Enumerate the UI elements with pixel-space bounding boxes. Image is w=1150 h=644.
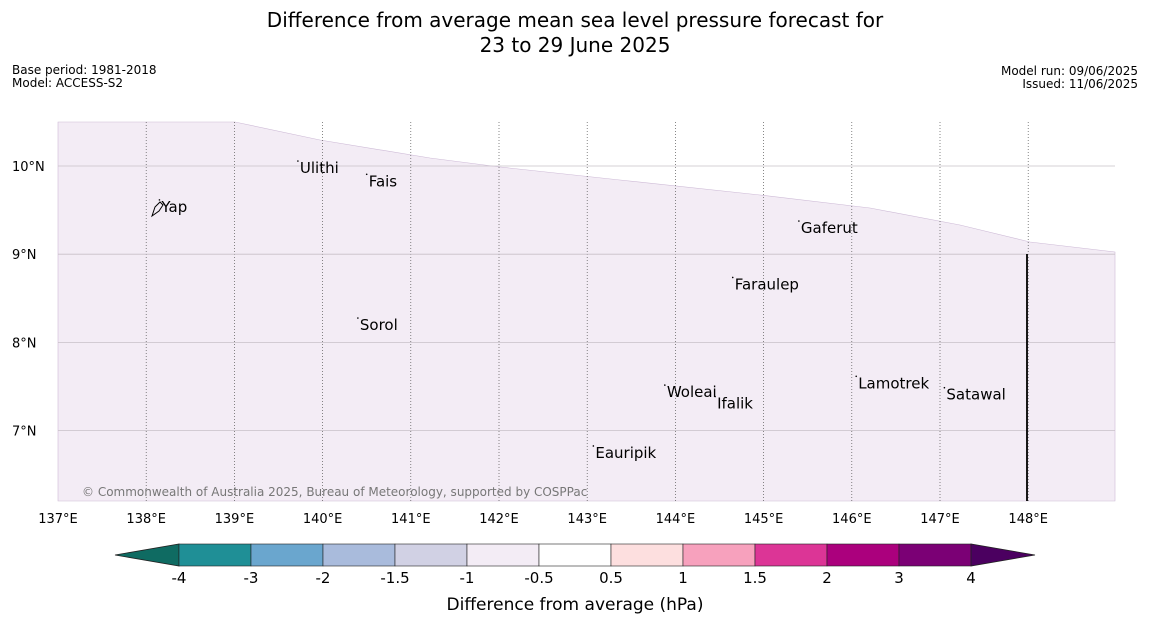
meta-left: Base period: 1981-2018 Model: ACCESS-S2 bbox=[12, 64, 157, 90]
longitude-tick-label: 147°E bbox=[920, 512, 960, 527]
latitude-labels: 10°N 9°N 8°N 7°N bbox=[12, 160, 45, 440]
colorbar-tick-label: 0.5 bbox=[599, 569, 623, 587]
colorbar-box bbox=[322, 543, 396, 567]
longitude-tick-label: 143°E bbox=[567, 512, 607, 527]
copyright-notice: © Commonwealth of Australia 2025, Bureau… bbox=[82, 485, 587, 499]
place-label: Gaferut bbox=[801, 219, 858, 237]
place-label: Yap bbox=[160, 198, 187, 216]
longitude-tick-label: 148°E bbox=[1008, 512, 1048, 527]
place-label: Ulithi bbox=[300, 159, 339, 177]
longitude-tick-label: 142°E bbox=[479, 512, 519, 527]
island-marker bbox=[731, 276, 734, 279]
colorbar-tick-label: -1 bbox=[460, 569, 475, 587]
island-marker bbox=[943, 386, 946, 389]
colorbar-box bbox=[466, 543, 540, 567]
place-label: Satawal bbox=[946, 386, 1005, 404]
colorbar-tick-label: -0.5 bbox=[524, 569, 553, 587]
colorbar-extend-high bbox=[970, 543, 1036, 567]
graticule bbox=[58, 122, 1115, 501]
longitude-tick-label: 146°E bbox=[832, 512, 872, 527]
island-marker bbox=[357, 317, 359, 319]
issued-date: Issued: 11/06/2025 bbox=[1022, 77, 1138, 91]
model-name: Model: ACCESS-S2 bbox=[12, 76, 124, 90]
longitude-tick-label: 138°E bbox=[126, 512, 166, 527]
base-period: Base period: 1981-2018 bbox=[12, 63, 157, 77]
longitude-tick-label: 145°E bbox=[744, 512, 784, 527]
place-label: Woleai bbox=[667, 383, 717, 401]
colorbar: -4 -3 -2 -1.5 -1 -0.5 0.5 1 1.5 2 3 4 bbox=[114, 543, 1036, 587]
longitude-labels: 137°E 138°E 139°E 140°E 141°E 142°E 143°E 144°E… bbox=[38, 512, 1048, 527]
colorbar-box bbox=[250, 543, 324, 567]
island-marker bbox=[855, 375, 858, 378]
title-line-2: 23 to 29 June 2025 bbox=[479, 33, 671, 57]
colorbar-tick-label: 4 bbox=[966, 569, 976, 587]
island-marker bbox=[297, 160, 299, 162]
map-area: Yap Ulithi Fais Gaferut Faraulep Sorol WoleaiI… bbox=[12, 121, 1116, 527]
latitude-tick-label: 9°N bbox=[12, 248, 37, 263]
colorbar-box bbox=[682, 543, 756, 567]
island-marker bbox=[158, 199, 161, 201]
place-label: Fais bbox=[369, 172, 398, 190]
place-label: Lamotrek bbox=[858, 374, 929, 392]
island-marker bbox=[798, 220, 800, 222]
longitude-tick-label: 139°E bbox=[215, 512, 255, 527]
colorbar-label: Difference from average (hPa) bbox=[447, 595, 704, 615]
meta-right: Model run: 09/06/2025 Issued: 11/06/2025 bbox=[1001, 65, 1138, 91]
place-labels: Yap Ulithi Fais Gaferut Faraulep Sorol WoleaiI… bbox=[158, 159, 1006, 462]
island-marker bbox=[714, 395, 716, 398]
colorbar-extend-low bbox=[114, 543, 180, 567]
colorbar-box bbox=[898, 543, 972, 567]
title-line-1: Difference from average mean sea level p… bbox=[266, 8, 884, 32]
colorbar-tick-label: -1.5 bbox=[380, 569, 409, 587]
island-marker bbox=[664, 384, 666, 386]
place-label: Eauripik bbox=[595, 444, 656, 462]
colorbar-tick-label: 2 bbox=[822, 569, 832, 587]
colorbar-tick-label: -2 bbox=[316, 569, 331, 587]
colorbar-box bbox=[394, 543, 468, 567]
colorbar-box bbox=[826, 543, 900, 567]
place-label: Faraulep bbox=[735, 275, 799, 293]
island-marker bbox=[592, 445, 595, 447]
colorbar-tick-label: -4 bbox=[172, 569, 187, 587]
longitude-tick-label: 137°E bbox=[38, 512, 78, 527]
chart-title: Difference from average mean sea level p… bbox=[0, 8, 1150, 58]
colorbar-tick-label: 1 bbox=[678, 569, 688, 587]
island-marker bbox=[365, 173, 368, 176]
latitude-tick-label: 8°N bbox=[12, 336, 37, 351]
colorbar-box bbox=[754, 543, 828, 567]
yap-island-outline bbox=[151, 201, 164, 218]
longitude-tick-label: 140°E bbox=[303, 512, 343, 527]
longitude-tick-label: 141°E bbox=[391, 512, 431, 527]
model-run: Model run: 09/06/2025 bbox=[1000, 64, 1138, 78]
latitude-tick-label: 10°N bbox=[12, 160, 45, 175]
place-label: Ifalik bbox=[717, 395, 753, 413]
longitude-tick-label: 144°E bbox=[656, 512, 696, 527]
latitude-tick-label: 7°N bbox=[12, 425, 37, 440]
colorbar-tick-label: 3 bbox=[894, 569, 904, 587]
colorbar-box bbox=[178, 543, 252, 567]
colorbar-tick-label: -3 bbox=[244, 569, 259, 587]
pressure-anomaly-shading bbox=[57, 121, 1116, 502]
colorbar-box bbox=[538, 543, 612, 567]
colorbar-tick-label: 1.5 bbox=[743, 569, 767, 587]
colorbar-box bbox=[610, 543, 684, 567]
place-label: Sorol bbox=[360, 316, 398, 334]
